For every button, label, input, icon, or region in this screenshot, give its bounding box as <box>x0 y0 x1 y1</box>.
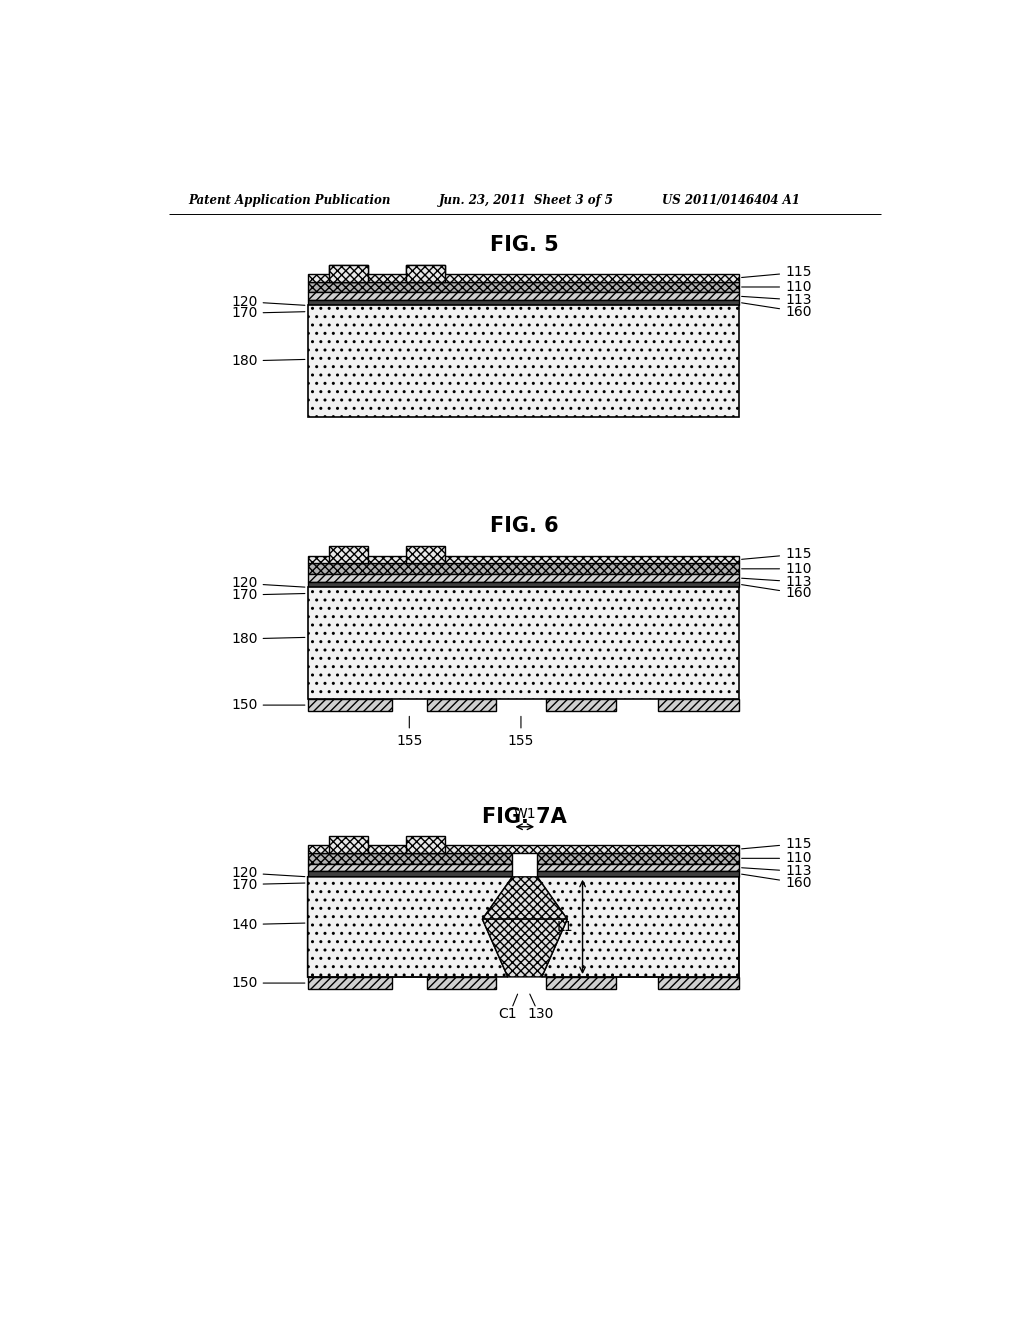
Bar <box>307 300 739 305</box>
Bar <box>538 871 739 876</box>
Bar <box>427 977 497 989</box>
Text: 170: 170 <box>231 878 305 891</box>
Polygon shape <box>538 876 739 977</box>
Text: 180: 180 <box>231 632 305 645</box>
Text: 115: 115 <box>741 265 812 280</box>
Bar <box>330 264 368 275</box>
Bar <box>307 293 739 300</box>
Text: Jun. 23, 2011  Sheet 3 of 5: Jun. 23, 2011 Sheet 3 of 5 <box>438 194 613 207</box>
Bar <box>330 546 368 564</box>
Bar <box>547 977 615 989</box>
Bar <box>307 700 392 711</box>
Text: 113: 113 <box>741 865 812 878</box>
Text: C1: C1 <box>499 1007 517 1020</box>
Text: 160: 160 <box>741 302 812 318</box>
Text: 140: 140 <box>231 917 305 932</box>
Text: 115: 115 <box>741 837 812 850</box>
Bar <box>307 977 392 989</box>
Text: 170: 170 <box>231 587 305 602</box>
Text: 150: 150 <box>231 698 305 711</box>
Text: 113: 113 <box>741 576 812 589</box>
Bar <box>538 853 739 863</box>
Bar <box>307 845 739 853</box>
Text: 150: 150 <box>231 975 305 990</box>
Text: 180: 180 <box>231 354 305 368</box>
Bar <box>547 700 615 711</box>
Bar <box>307 863 512 871</box>
Bar <box>658 977 739 989</box>
Bar <box>427 700 497 711</box>
Bar <box>407 264 444 281</box>
Bar <box>307 876 482 977</box>
Text: 120: 120 <box>231 294 305 309</box>
Bar <box>307 281 739 293</box>
Text: FIG. 5: FIG. 5 <box>490 235 559 255</box>
Polygon shape <box>307 876 512 977</box>
Bar <box>407 264 444 275</box>
Text: 160: 160 <box>741 585 812 601</box>
Text: 120: 120 <box>231 577 305 590</box>
Bar <box>658 700 739 711</box>
Text: 170: 170 <box>231 306 305 321</box>
Bar <box>307 587 739 700</box>
Bar <box>407 836 444 853</box>
Bar <box>307 574 739 582</box>
Text: 130: 130 <box>527 1007 553 1020</box>
Bar <box>330 836 368 853</box>
Text: 110: 110 <box>741 562 812 576</box>
Text: US 2011/0146404 A1: US 2011/0146404 A1 <box>662 194 800 207</box>
Text: 113: 113 <box>741 293 812 308</box>
Text: 155: 155 <box>508 717 535 747</box>
Text: L1: L1 <box>557 920 573 933</box>
Text: 120: 120 <box>231 866 305 880</box>
Bar <box>567 876 739 977</box>
Text: 155: 155 <box>396 717 423 747</box>
Bar <box>538 863 739 871</box>
Text: FIG. 6: FIG. 6 <box>490 516 559 536</box>
Text: Patent Application Publication: Patent Application Publication <box>188 194 391 207</box>
Bar <box>307 564 739 574</box>
Text: 110: 110 <box>741 851 812 866</box>
Bar <box>307 556 739 564</box>
Bar <box>307 275 739 281</box>
Text: 115: 115 <box>741 548 812 561</box>
Bar <box>307 853 512 863</box>
Text: 110: 110 <box>741 280 812 294</box>
Polygon shape <box>482 876 567 919</box>
Bar <box>307 871 512 876</box>
Text: 160: 160 <box>741 874 812 890</box>
Bar <box>307 582 739 587</box>
Text: FIG. 7A: FIG. 7A <box>482 807 567 826</box>
Bar <box>407 546 444 564</box>
Polygon shape <box>482 919 567 977</box>
Bar <box>307 305 739 417</box>
Text: W1: W1 <box>513 808 537 821</box>
Bar <box>330 264 368 281</box>
